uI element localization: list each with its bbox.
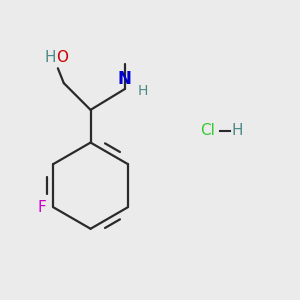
Text: H: H xyxy=(232,123,243,138)
Text: F: F xyxy=(37,200,46,215)
Text: Cl: Cl xyxy=(200,123,215,138)
Text: N: N xyxy=(118,70,132,88)
Text: H: H xyxy=(138,84,148,98)
Text: H: H xyxy=(45,50,56,65)
Text: O: O xyxy=(56,50,68,65)
